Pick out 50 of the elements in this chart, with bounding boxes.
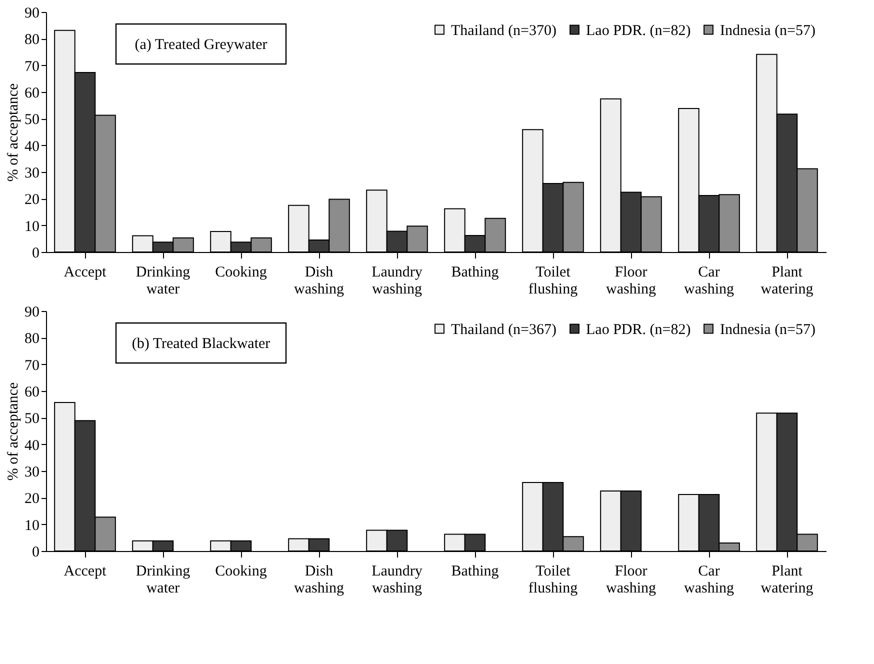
y-tick-label: 50 [24,112,40,128]
x-tick-label: Accept [64,264,108,280]
y-tick-label: 40 [24,438,40,454]
x-tick-label: Floor washing [606,564,656,596]
x-tick-label: Laundry washing [372,264,423,298]
x-tick-label: Toilet flushing [528,264,578,298]
x-tick-label: Toilet flushing [528,564,578,596]
x-tick-label: Car washing [684,264,734,298]
x-tick-label: Dish washing [294,564,344,596]
y-tick-label: 30 [24,166,40,182]
y-tick-label: 10 [24,218,40,235]
legend-label: Lao PDR. (n=82) [586,322,691,338]
x-tick-label: Floor washing [606,264,656,298]
y-tick-label: 0 [32,246,40,262]
y-axis-title: % of acceptance [6,83,22,182]
y-tick-label: 60 [24,384,40,400]
x-tick-label: Plant watering [760,564,814,596]
x-tick-label: Bathing [451,264,500,280]
y-tick-label: 10 [24,518,40,534]
y-tick-label: 70 [24,58,40,75]
y-tick-label: 60 [24,86,40,102]
y-tick-label: 0 [32,544,40,560]
y-tick-label: 70 [24,358,40,374]
x-tick-label: Drinking water [136,264,191,298]
x-tick-label: Drinking water [136,564,191,596]
text: (b) Treated Blackwater [132,336,270,352]
y-tick-label: 90 [24,6,40,22]
y-tick-label: 90 [24,304,40,320]
y-tick-label: 30 [24,464,40,480]
y-tick-label: 20 [24,491,40,508]
x-tick-label: Laundry washing [372,564,423,596]
x-tick-label: Car washing [684,564,734,596]
x-tick-label: Cooking [215,264,268,280]
x-tick-label: Bathing [451,564,500,580]
y-tick-label: 80 [24,32,40,48]
x-tick-label: Cooking [215,564,268,580]
y-axis-title: % of acceptance [6,382,22,481]
legend-label: Thailand (n=367) [451,322,557,338]
y-tick-label: 40 [24,138,40,155]
y-tick-label: 50 [24,411,40,428]
y-tick-label: 20 [24,192,40,208]
legend-label: Indnesia (n=57) [720,322,816,338]
text: (a) Treated Greywater [134,37,268,53]
x-tick-label: Accept [64,564,108,580]
legend-label: Indnesia (n=57) [720,22,816,39]
legend-label: Thailand (n=370) [451,22,557,39]
legend-label: Lao PDR. (n=82) [586,22,691,39]
x-tick-label: Plant watering [760,264,814,298]
y-tick-label: 80 [24,331,40,348]
x-tick-label: Dish washing [294,264,344,298]
